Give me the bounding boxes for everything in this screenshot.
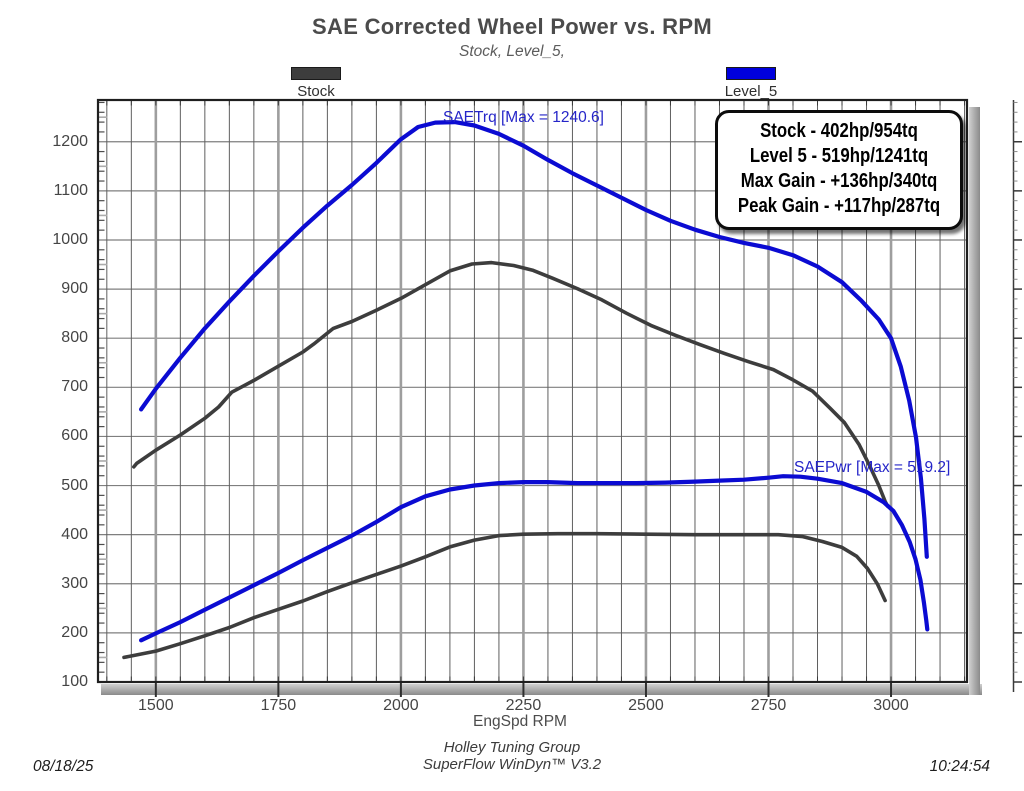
legend-swatch-level5 <box>726 67 776 80</box>
chart-title: SAE Corrected Wheel Power vs. RPM <box>312 14 712 39</box>
info-line-level5: Level 5 - 519hp/1241tq <box>749 145 929 167</box>
x-tick-label: 2750 <box>750 697 787 714</box>
y-tick-label: 800 <box>61 329 88 347</box>
footer-time: 10:24:54 <box>929 758 990 775</box>
info-line-max-gain: Max Gain - +136hp/340tq <box>740 170 938 192</box>
y-tick-label: 200 <box>61 623 88 641</box>
legend-swatch-stock <box>291 67 341 80</box>
curve-level-5-saepwr <box>139 474 930 643</box>
curve-level-5-saetrq <box>139 119 929 559</box>
legend-item-level5: Level_5 <box>706 67 796 100</box>
info-line-stock: Stock - 402hp/954tq <box>760 120 918 142</box>
curve-stock-saepwr <box>122 531 887 660</box>
y-tick-label: 1000 <box>52 230 88 248</box>
info-line-peak-gain: Peak Gain - +117hp/287tq <box>737 195 941 217</box>
footer-software-version: SuperFlow WinDyn™ V3.2 <box>422 756 602 773</box>
power-max-annotation: SAEPwr [Max = 519.2] <box>794 459 951 476</box>
plot-frame <box>96 98 969 684</box>
footer-date: 08/18/25 <box>33 758 94 775</box>
y-tick-label: 300 <box>61 574 88 592</box>
y-tick-label: 900 <box>61 280 88 298</box>
footer-group-name: Holley Tuning Group <box>443 739 581 756</box>
legend-item-stock: Stock <box>271 67 361 100</box>
right-outer-axis <box>1012 100 1022 692</box>
chart-subtitle: Stock, Level_5, <box>459 43 565 60</box>
curve-stock-saetrq <box>132 260 890 509</box>
y-tick-label: 100 <box>61 673 88 690</box>
y-tick-label: 400 <box>61 525 88 543</box>
x-tick-label: 1500 <box>138 697 174 714</box>
y-tick-label: 1200 <box>52 132 88 150</box>
y-tick-label: 500 <box>61 476 88 494</box>
x-tick-label: 1750 <box>260 697 297 714</box>
x-axis-title: EngSpd RPM <box>473 713 567 730</box>
x-tick-label: 3000 <box>873 697 909 714</box>
y-tick-label: 1100 <box>53 181 88 199</box>
y-tick-label: 600 <box>61 427 88 445</box>
legend-label-level5: Level_5 <box>724 83 778 100</box>
curves-layer <box>122 119 930 660</box>
y-tick-label: 700 <box>61 378 88 396</box>
results-info-box: Stock - 402hp/954tq Level 5 - 519hp/1241… <box>715 110 963 230</box>
x-tick-label: 2250 <box>505 697 542 714</box>
axis-3d-bars <box>101 107 982 695</box>
torque-max-annotation: SAETrq [Max = 1240.6] <box>443 109 604 126</box>
x-tick-label: 2500 <box>628 697 664 714</box>
x-tick-label: 2000 <box>383 697 419 714</box>
legend-label-stock: Stock <box>297 83 335 100</box>
